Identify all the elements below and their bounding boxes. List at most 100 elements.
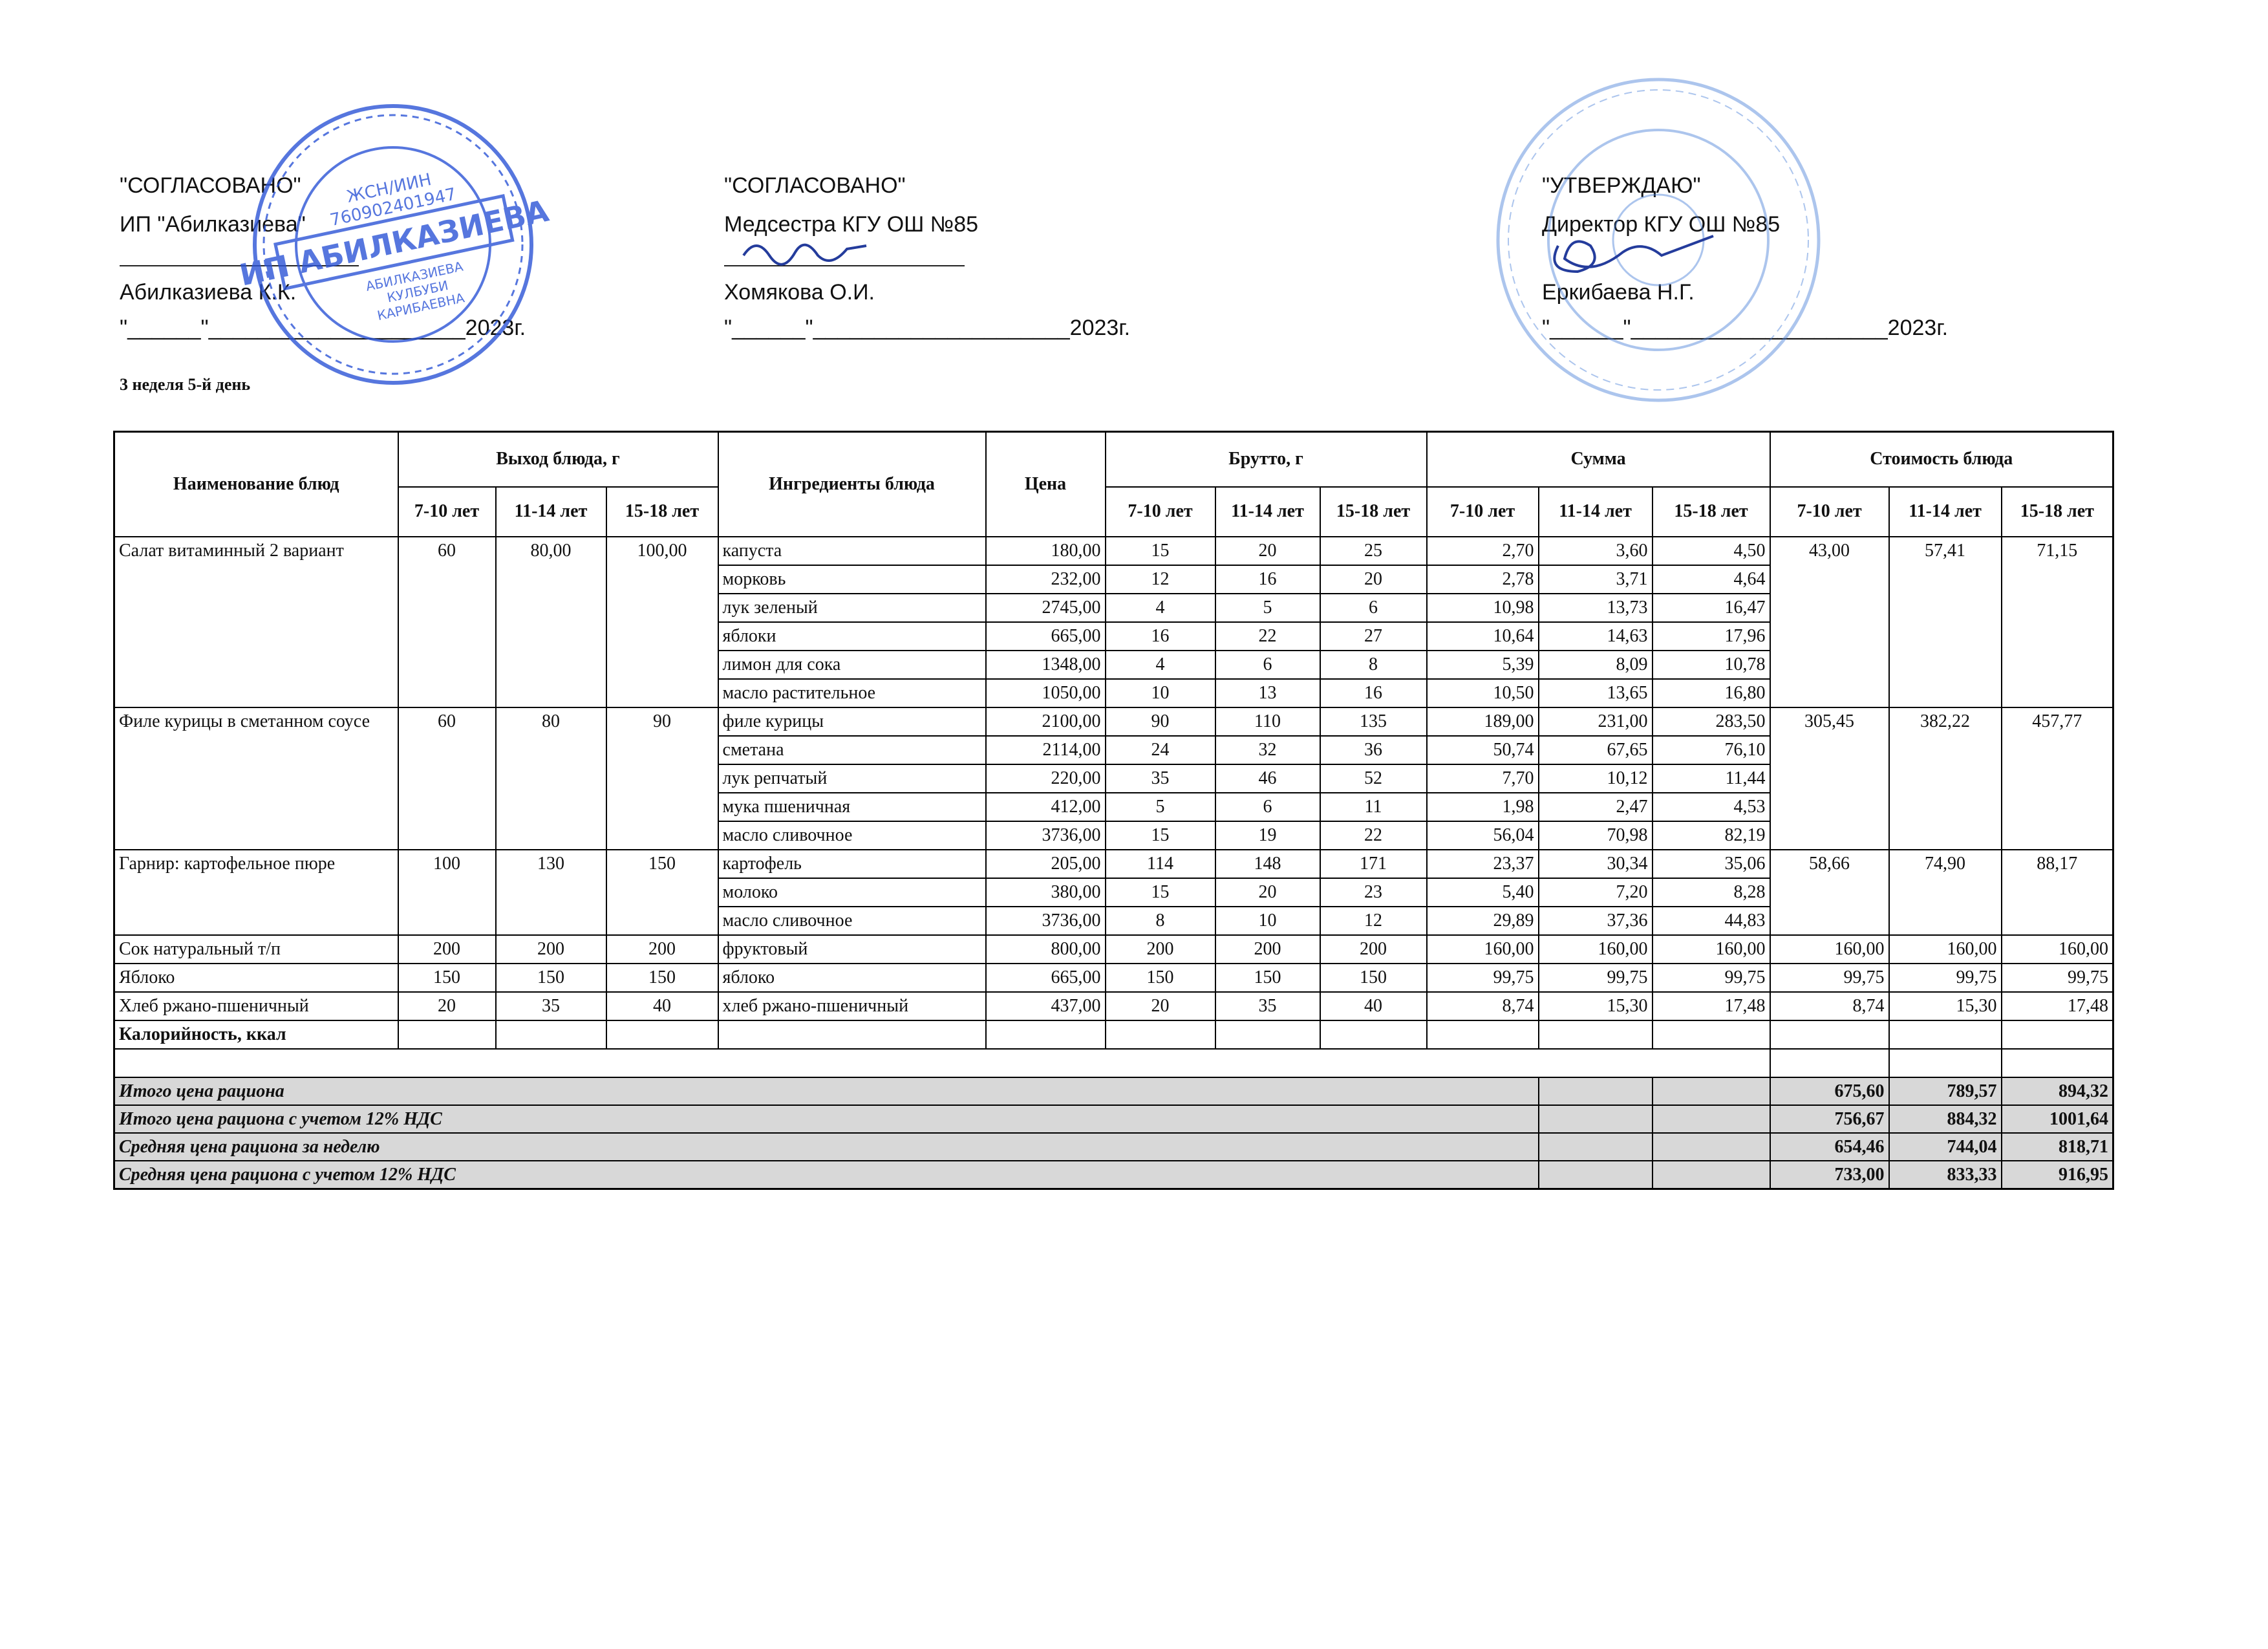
ingredient-sum: 29,89 (1426, 905, 1539, 936)
ingredient-brutto: 12 (1319, 905, 1428, 936)
ingredient-sum: 7,20 (1537, 877, 1653, 907)
ingredient-brutto: 15 (1104, 535, 1216, 566)
total-value: 833,33 (1888, 1159, 2002, 1189)
ingredient-price: 1050,00 (985, 678, 1106, 708)
ingredient-price: 380,00 (985, 877, 1106, 907)
empty-cell (1651, 1132, 1771, 1161)
data-row: яблоки 665,00 16 22 27 10,64 14,63 17,96 (114, 621, 2113, 651)
dish-output: 20 (397, 991, 497, 1021)
dish-name: Салат витаминный 2 вариант (113, 535, 399, 708)
ingredient-sum: 13,65 (1537, 678, 1653, 708)
ingredient-price: 2114,00 (985, 735, 1106, 765)
dish-name: Филе курицы в сметанном соусе (113, 706, 399, 850)
total-label: Средняя цена рациона с учетом 12% НДС (113, 1159, 1539, 1189)
age-header: 7-10 лет (1426, 486, 1539, 537)
ingredient-brutto: 8 (1319, 649, 1428, 680)
ingredient-brutto: 20 (1214, 877, 1321, 907)
data-row: лук зеленый 2745,00 4 5 6 10,98 13,73 16,47 (114, 592, 2113, 623)
age-header: 7-10 лет (1104, 486, 1216, 537)
calories-row: Калорийность, ккал (113, 1019, 2114, 1050)
stamp-ring (1508, 89, 1809, 391)
ingredient-brutto: 35 (1214, 991, 1321, 1021)
dish-cost: 43,00 (1769, 535, 1890, 708)
header-cell: Ингредиенты блюда (717, 431, 987, 537)
empty-cell (1104, 1019, 1216, 1050)
ingredient-brutto: 27 (1319, 621, 1428, 651)
ingredient-price: 2745,00 (985, 592, 1106, 623)
total-value: 894,32 (2000, 1076, 2114, 1106)
ingredient-sum: 4,64 (1651, 564, 1771, 594)
age-header: 15-18 лет (1319, 486, 1428, 537)
age-header: 15-18 лет (605, 486, 719, 537)
empty-cell (113, 1048, 1771, 1078)
dish-output: 150 (397, 962, 497, 993)
data-row: мука пшеничная 412,00 5 6 11 1,98 2,47 4,53 (114, 792, 2113, 822)
ingredient-sum: 35,06 (1651, 848, 1771, 879)
header-row: 7-10 лет 11-14 лет 15-18 лет 7-10 лет 11-14 … (114, 486, 2114, 537)
ingredient-sum: 16,47 (1651, 592, 1771, 623)
total-value: 884,32 (1888, 1104, 2002, 1134)
empty-cell (1537, 1076, 1653, 1106)
ingredient-sum: 44,83 (1651, 905, 1771, 936)
dish-output: 200 (605, 934, 719, 964)
ingredient-sum: 160,00 (1426, 934, 1539, 964)
empty-cell (1214, 1019, 1321, 1050)
ingredient-name: молоко (717, 877, 987, 907)
dish-name: Сок натуральный т/п (113, 934, 399, 964)
total-row: Итого цена рациона 675,60 789,57 894,32 (113, 1076, 2114, 1106)
ingredient-sum: 189,00 (1426, 706, 1539, 737)
ingredient-sum: 15,30 (1537, 991, 1653, 1021)
age-header: 11-14 лет (1214, 486, 1321, 537)
ingredient-price: 1348,00 (985, 649, 1106, 680)
total-value: 756,67 (1769, 1104, 1890, 1134)
dish-cost: 74,90 (1888, 848, 2002, 936)
data-row: масло сливочное 3736,00 15 19 22 56,04 70,98 82… (114, 820, 2113, 850)
ingredient-brutto: 16 (1104, 621, 1216, 651)
ingredient-brutto: 22 (1319, 820, 1428, 850)
dish-cost: 160,00 (2000, 934, 2114, 964)
stamp: ИП АБИЛКАЗИЕВА ЖСН/ИИН 760902401947 АБИЛ… (237, 104, 552, 385)
approval-title: "СОГЛАСОВАНО" (724, 173, 906, 198)
approval-position: Медсестра КГУ ОШ №85 (724, 212, 979, 237)
stamp-box (273, 194, 515, 291)
age-header: 11-14 лет (495, 486, 607, 537)
ingredient-sum: 23,37 (1426, 848, 1539, 879)
empty-cell (1537, 1159, 1653, 1189)
ingredient-sum: 231,00 (1537, 706, 1653, 737)
ingredient-sum: 2,70 (1426, 535, 1539, 566)
dish-cost: 99,75 (1888, 962, 2002, 993)
ingredient-brutto: 19 (1214, 820, 1321, 850)
empty-row (113, 1048, 2114, 1078)
ingredient-sum: 4,50 (1651, 535, 1771, 566)
ingredient-brutto: 200 (1214, 934, 1321, 964)
empty-cell (1537, 1132, 1653, 1161)
ingredient-sum: 56,04 (1426, 820, 1539, 850)
ingredient-sum: 160,00 (1537, 934, 1653, 964)
ingredient-price: 3736,00 (985, 905, 1106, 936)
ingredient-sum: 10,50 (1426, 678, 1539, 708)
ingredient-name: фруктовый (717, 934, 987, 964)
signature-line (120, 265, 359, 266)
empty-cell (717, 1019, 987, 1050)
dish-output: 200 (495, 934, 607, 964)
data-row: Яблоко 150 150 150 яблоко 665,00 150 150 150 99,7… (113, 962, 2114, 993)
dish-name: Гарнир: картофельное пюре (113, 848, 399, 936)
ingredient-brutto: 150 (1214, 962, 1321, 993)
ingredient-sum: 13,73 (1537, 592, 1653, 623)
ingredient-sum: 2,47 (1537, 792, 1653, 822)
ingredient-name: лук зеленый (717, 592, 987, 623)
dish-cost: 88,17 (2000, 848, 2114, 936)
ingredient-sum: 76,10 (1651, 735, 1771, 765)
ingredient-brutto: 114 (1104, 848, 1216, 879)
ingredient-sum: 99,75 (1651, 962, 1771, 993)
empty-cell (1651, 1104, 1771, 1134)
stamp-text: ЖСН/ИИН (345, 170, 433, 207)
dish-name: Яблоко (113, 962, 399, 993)
dish-output: 90 (605, 706, 719, 850)
empty-cell (985, 1019, 1106, 1050)
total-value: 1001,64 (2000, 1104, 2114, 1134)
ingredient-brutto: 8 (1104, 905, 1216, 936)
ingredient-name: мука пшеничная (717, 792, 987, 822)
total-value: 675,60 (1769, 1076, 1890, 1106)
ingredient-sum: 37,36 (1537, 905, 1653, 936)
